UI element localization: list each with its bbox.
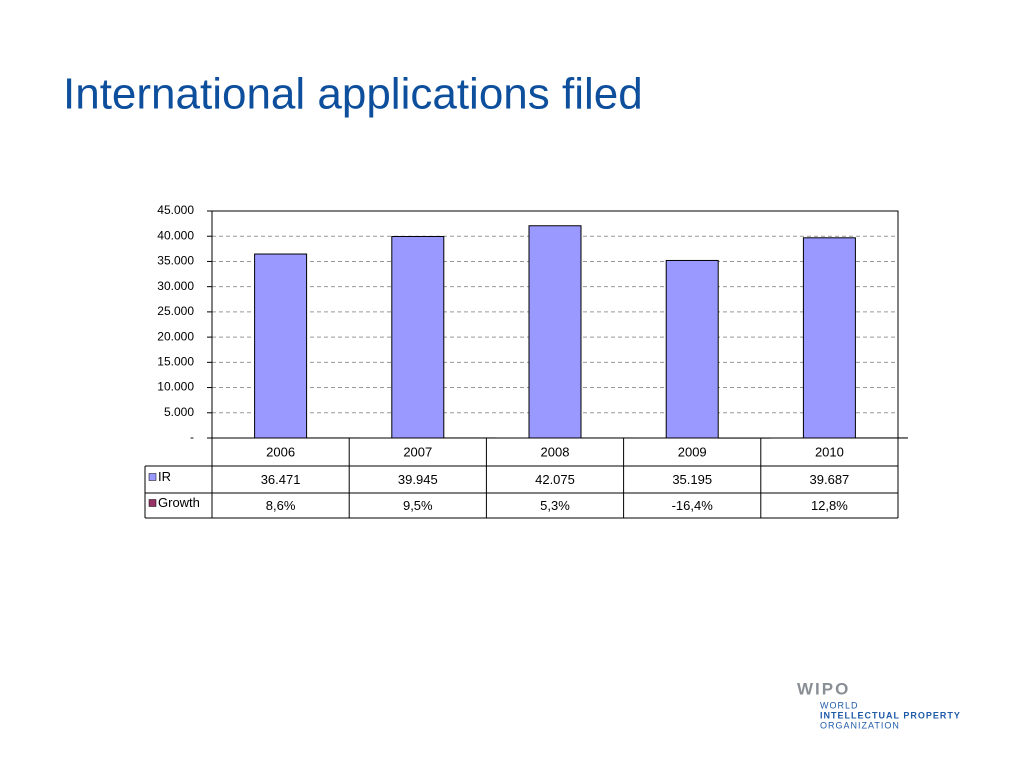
table-value: 9,5%	[403, 498, 433, 513]
logo-mark: WIPO	[797, 679, 850, 698]
bar	[529, 226, 581, 438]
table-value: 42.075	[535, 472, 575, 487]
bar	[803, 238, 855, 438]
bar	[666, 260, 718, 438]
legend-label: IR	[158, 469, 171, 484]
logo-line: ORGANIZATION	[820, 720, 900, 730]
x-tick-label: 2008	[541, 444, 570, 459]
legend-label: Growth	[158, 495, 200, 510]
table-value: 35.195	[672, 472, 712, 487]
x-tick-label: 2006	[266, 444, 295, 459]
y-tick-label: 15.000	[157, 355, 194, 369]
y-tick-label: 25.000	[157, 304, 194, 318]
table-value: 5,3%	[540, 498, 570, 513]
logo-line: INTELLECTUAL PROPERTY	[820, 710, 961, 720]
table-value: 12,8%	[811, 498, 848, 513]
y-tick-label: 10.000	[157, 380, 194, 394]
y-tick-label: 45.000	[157, 203, 194, 217]
x-tick-label: 2009	[678, 444, 707, 459]
x-tick-label: 2010	[815, 444, 844, 459]
table-value: 39.945	[398, 472, 438, 487]
table-value: -16,4%	[672, 498, 714, 513]
table-value: 39.687	[810, 472, 850, 487]
y-tick-label: 40.000	[157, 228, 194, 242]
y-tick-label: 20.000	[157, 329, 194, 343]
table-value: 36.471	[261, 472, 301, 487]
y-tick-label: 35.000	[157, 254, 194, 268]
table-value: 8,6%	[266, 498, 296, 513]
bar	[255, 254, 307, 438]
logo-line: WORLD	[820, 700, 859, 710]
legend-swatch	[149, 474, 156, 481]
bar	[392, 236, 444, 438]
x-tick-label: 2007	[403, 444, 432, 459]
y-tick-label: 30.000	[157, 279, 194, 293]
y-tick-label: 5.000	[164, 405, 194, 419]
legend-swatch	[149, 500, 156, 507]
y-tick-label: -	[190, 430, 194, 444]
slide-title: International applications filed	[63, 70, 643, 119]
